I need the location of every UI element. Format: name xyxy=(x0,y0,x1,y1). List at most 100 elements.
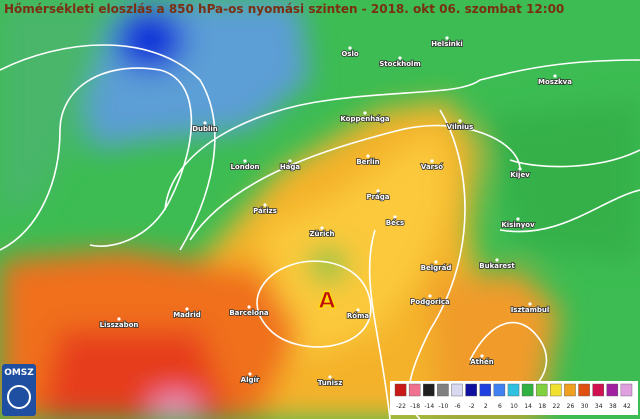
city-label: Bukarest xyxy=(479,262,515,270)
city-dot xyxy=(366,154,370,158)
city-dot xyxy=(248,372,252,376)
legend: -22 -18 -14 -10 -6 -2 2 6 10 14 18 22 26 30 34 38 42 xyxy=(390,381,638,415)
legend-swatch xyxy=(592,383,604,397)
legend-tick: 6 xyxy=(498,403,502,410)
city-dot xyxy=(553,74,557,78)
legend-swatch xyxy=(521,383,534,397)
city-dot xyxy=(328,375,332,379)
legend-swatch xyxy=(408,383,421,397)
legend-tick: 14 xyxy=(524,403,532,410)
legend-tick: -18 xyxy=(410,403,420,410)
city-label: Bécs xyxy=(386,219,404,227)
legend-tick: 42 xyxy=(623,403,631,410)
city-dot xyxy=(430,159,434,163)
city-label: Helsinki xyxy=(431,40,463,48)
city-label: Prága xyxy=(366,193,389,201)
legend-swatch xyxy=(493,383,506,397)
city-dot xyxy=(434,260,438,264)
logo: OMSZ xyxy=(2,364,36,416)
city-labels: Oslo Helsinki Stockholm Moszkva Dublin Koppen… xyxy=(99,36,573,388)
legend-swatch xyxy=(578,383,590,397)
city-dot xyxy=(363,111,367,115)
city-label: Koppenhága xyxy=(340,115,390,123)
legend-swatch xyxy=(437,383,449,397)
legend-tick: -6 xyxy=(455,403,461,410)
city-dot xyxy=(516,217,520,221)
city-label: Kijev xyxy=(510,171,530,179)
city-label: Madrid xyxy=(173,311,201,319)
city-dot xyxy=(243,159,247,163)
city-dot xyxy=(458,119,462,123)
city-label: Lisszabon xyxy=(100,321,139,329)
city-dot xyxy=(203,121,207,125)
city-dot xyxy=(428,294,432,298)
city-dot xyxy=(185,307,189,311)
city-label: Varsó xyxy=(421,163,443,171)
legend-tick: 30 xyxy=(581,403,589,410)
city-dot xyxy=(528,302,532,306)
legend-swatch xyxy=(451,383,463,397)
city-label: Stockholm xyxy=(379,60,421,68)
city-label: Oslo xyxy=(341,50,359,58)
legend-swatch xyxy=(423,383,435,397)
legend-swatch xyxy=(394,383,407,397)
logo-emblem xyxy=(7,385,31,409)
city-dot xyxy=(376,189,380,193)
legend-tick: 2 xyxy=(484,403,488,410)
legend-tick: -14 xyxy=(424,403,434,410)
pressure-center: A xyxy=(318,289,335,314)
map-title: Hőmérsékleti eloszlás a 850 hPa-os nyomá… xyxy=(4,2,564,16)
city-label: Moszkva xyxy=(538,78,572,86)
legend-tick: -22 xyxy=(396,403,406,410)
city-dot xyxy=(398,56,402,60)
city-dot xyxy=(263,203,267,207)
legend-swatch xyxy=(606,383,619,397)
city-label: Athén xyxy=(470,358,493,366)
logo-text: OMSZ xyxy=(4,368,34,378)
city-label: Berlin xyxy=(356,158,379,166)
city-label: Podgorica xyxy=(410,298,450,306)
city-dot xyxy=(356,308,360,312)
city-label: Algír xyxy=(241,376,260,384)
city-dot xyxy=(320,226,324,230)
city-dot xyxy=(117,317,121,321)
city-label: Párizs xyxy=(253,207,277,215)
legend-swatch xyxy=(507,383,520,397)
legend-swatch xyxy=(550,383,562,397)
city-label: Hága xyxy=(280,163,301,171)
legend-swatch xyxy=(479,383,492,397)
city-label: Vilnius xyxy=(447,123,474,131)
legend-swatch xyxy=(535,383,548,397)
legend-tick: 26 xyxy=(567,403,575,410)
legend-tick: 38 xyxy=(609,403,617,410)
legend-tick: 22 xyxy=(553,403,561,410)
city-label: Isztambul xyxy=(511,306,550,314)
city-dot xyxy=(518,167,522,171)
city-dot xyxy=(480,354,484,358)
city-dot xyxy=(445,36,449,40)
city-label: Barcelona xyxy=(229,309,269,317)
legend-tick: -2 xyxy=(469,403,475,410)
legend-swatch xyxy=(620,383,633,397)
city-dot xyxy=(288,159,292,163)
city-dot xyxy=(247,305,251,309)
legend-tick: 34 xyxy=(595,403,603,410)
city-label: Dublin xyxy=(192,125,218,133)
legend-swatch xyxy=(564,383,576,397)
city-label: Belgrád xyxy=(421,264,452,272)
city-label: Zürich xyxy=(309,230,334,238)
city-dot xyxy=(495,258,499,262)
legend-swatch xyxy=(465,383,477,397)
city-label: Kisinyov xyxy=(501,221,535,229)
legend-tick: -10 xyxy=(439,403,449,410)
city-label: Tunisz xyxy=(318,379,343,387)
legend-tick: 10 xyxy=(510,403,518,410)
city-label: Róma xyxy=(347,312,369,320)
city-dot xyxy=(348,46,352,50)
city-label: London xyxy=(230,163,259,171)
legend-tick: 18 xyxy=(538,403,546,410)
isobars xyxy=(0,44,640,419)
city-dot xyxy=(393,215,397,219)
